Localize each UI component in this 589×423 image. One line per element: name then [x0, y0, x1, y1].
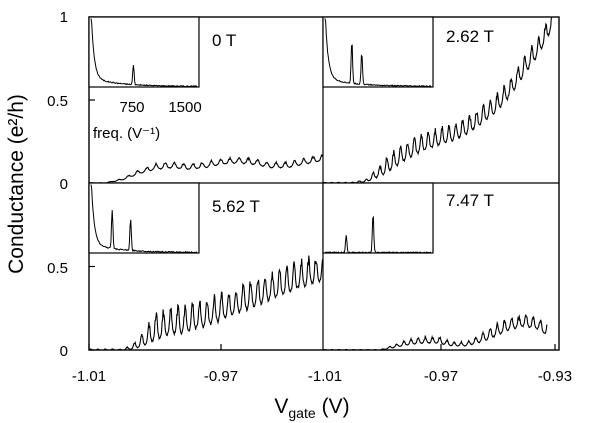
inset-box-2	[322, 16, 434, 88]
inset-spectrum-4	[324, 215, 432, 254]
x-tick-label-right-097: -0.97	[424, 368, 458, 385]
x-tick-label-left-097: -0.97	[204, 368, 238, 385]
inset-spectrum-3	[90, 184, 198, 254]
conductance-curve-1	[88, 154, 324, 184]
y-tick-label-bottom-0: 0	[60, 343, 68, 360]
y-tick-label-top-05: 0.5	[47, 93, 68, 110]
inset-spectrum-1	[90, 18, 198, 88]
y-tick-label-top-0: 0	[60, 176, 68, 193]
y-axis-title: Conductance (e²/h)	[5, 94, 28, 274]
conductance-curve-2	[322, 16, 553, 184]
x-axis-title-main: V	[274, 395, 288, 418]
conductance-curve-3	[88, 255, 324, 351]
inset-box-4	[322, 182, 434, 254]
inset-tick-label-1500: 1500	[168, 99, 201, 116]
panel-curves	[88, 16, 553, 351]
x-tick-label-right-101: -1.01	[308, 368, 342, 385]
inset-tick-label-750: 750	[119, 99, 144, 116]
inset-box-3	[88, 182, 200, 254]
x-tick-label-left-101: -1.01	[72, 368, 106, 385]
y-tick-label-top-1: 1	[60, 9, 68, 26]
field-label-panel-4: 7.47 T	[446, 191, 494, 210]
x-axis-title: Vgate (V)	[274, 395, 349, 421]
field-label-panel-3: 5.62 T	[212, 197, 260, 216]
x-tick-label-right-093: -0.93	[538, 368, 572, 385]
inset-spectra	[88, 16, 434, 254]
x-axis-title-unit: (V)	[322, 395, 350, 418]
y-tick-label-bottom-05: 0.5	[47, 260, 68, 277]
x-axis-title-subscript: gate	[288, 405, 315, 421]
field-label-panel-1: 0 T	[212, 31, 236, 50]
inset-spectrum-2	[324, 18, 432, 88]
inset-axis-label: freq. (V⁻¹)	[93, 125, 160, 142]
conductance-curve-4	[322, 314, 548, 351]
inset-box-1	[88, 16, 200, 88]
field-label-panel-2: 2.62 T	[446, 27, 494, 46]
